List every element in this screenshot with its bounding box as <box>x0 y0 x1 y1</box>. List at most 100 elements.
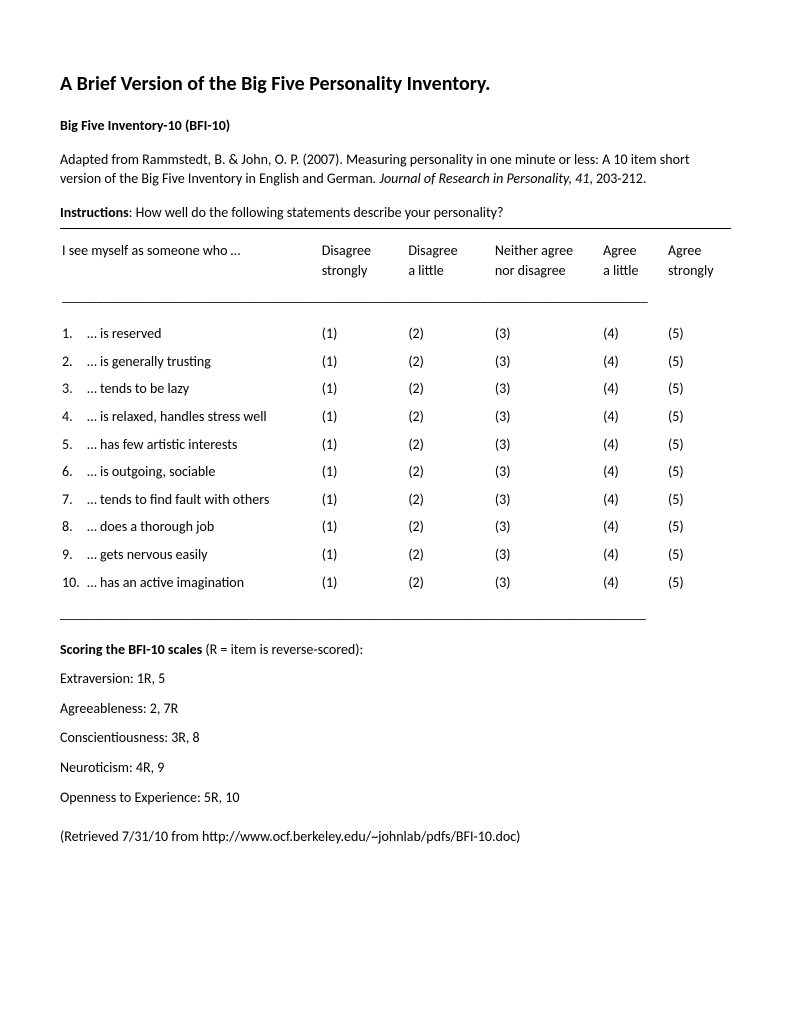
option-cell: (4) <box>601 403 666 431</box>
item-stem: 5. … has few artistic interests <box>60 431 320 459</box>
option-cell: (2) <box>406 375 493 403</box>
scoring-heading-rest: (R = item is reverse-scored): <box>202 641 363 658</box>
option-cell: (4) <box>601 348 666 376</box>
col-header-5: Agreestrongly <box>666 237 731 282</box>
option-cell: (5) <box>666 458 731 486</box>
divider-top <box>60 228 731 229</box>
option-cell: (1) <box>320 348 407 376</box>
item-stem: 7. … tends to find fault with others <box>60 486 320 514</box>
option-cell: (4) <box>601 458 666 486</box>
item-row: 6. … is outgoing, sociable(1)(2)(3)(4)(5… <box>60 458 731 486</box>
scoring-line: Extraversion: 1R, 5 <box>60 669 731 689</box>
option-cell: (2) <box>406 513 493 541</box>
option-cell: (3) <box>493 320 601 348</box>
option-cell: (2) <box>406 348 493 376</box>
option-cell: (3) <box>493 348 601 376</box>
option-cell: (5) <box>666 513 731 541</box>
option-cell: (5) <box>666 541 731 569</box>
option-cell: (2) <box>406 486 493 514</box>
scoring-section: Scoring the BFI-10 scales (R = item is r… <box>60 640 731 808</box>
option-cell: (2) <box>406 569 493 597</box>
option-cell: (2) <box>406 320 493 348</box>
option-cell: (5) <box>666 375 731 403</box>
item-stem: 10. … has an active imagination <box>60 569 320 597</box>
item-row: 9. … gets nervous easily(1)(2)(3)(4)(5) <box>60 541 731 569</box>
retrieved-note: (Retrieved 7/31/10 from http://www.ocf.b… <box>60 827 731 847</box>
option-cell: (4) <box>601 541 666 569</box>
item-row: 1. … is reserved(1)(2)(3)(4)(5) <box>60 320 731 348</box>
option-cell: (4) <box>601 320 666 348</box>
option-cell: (3) <box>493 458 601 486</box>
option-cell: (2) <box>406 541 493 569</box>
option-cell: (1) <box>320 431 407 459</box>
option-cell: (4) <box>601 431 666 459</box>
instructions-label: Instructions <box>60 204 129 221</box>
item-row: 8. … does a thorough job(1)(2)(3)(4)(5) <box>60 513 731 541</box>
option-cell: (3) <box>493 513 601 541</box>
item-stem: 6. … is outgoing, sociable <box>60 458 320 486</box>
citation-text-2: , 203-212. <box>589 170 646 187</box>
subtitle: Big Five Inventory-10 (BFI-10) <box>60 116 731 136</box>
option-cell: (4) <box>601 569 666 597</box>
option-cell: (3) <box>493 569 601 597</box>
inventory-table: I see myself as someone who … Disagreest… <box>60 237 731 596</box>
item-row: 5. … has few artistic interests(1)(2)(3)… <box>60 431 731 459</box>
header-row: I see myself as someone who … Disagreest… <box>60 237 731 282</box>
option-cell: (1) <box>320 541 407 569</box>
header-underline: ________________________________________… <box>60 283 731 321</box>
scoring-line: Openness to Experience: 5R, 10 <box>60 788 731 808</box>
col-header-1: Disagreestrongly <box>320 237 407 282</box>
option-cell: (1) <box>320 375 407 403</box>
option-cell: (5) <box>666 569 731 597</box>
item-row: 3. … tends to be lazy(1)(2)(3)(4)(5) <box>60 375 731 403</box>
option-cell: (1) <box>320 513 407 541</box>
option-cell: (5) <box>666 348 731 376</box>
instructions: Instructions: How well do the following … <box>60 203 731 223</box>
col-header-3: Neither agreenor disagree <box>493 237 601 282</box>
item-row: 2. … is generally trusting(1)(2)(3)(4)(5… <box>60 348 731 376</box>
option-cell: (2) <box>406 431 493 459</box>
option-cell: (1) <box>320 486 407 514</box>
item-row: 4. … is relaxed, handles stress well(1)(… <box>60 403 731 431</box>
citation: Adapted from Rammstedt, B. & John, O. P.… <box>60 150 731 189</box>
option-cell: (1) <box>320 458 407 486</box>
option-cell: (2) <box>406 403 493 431</box>
option-cell: (1) <box>320 320 407 348</box>
item-stem: 8. … does a thorough job <box>60 513 320 541</box>
option-cell: (3) <box>493 431 601 459</box>
option-cell: (4) <box>601 513 666 541</box>
item-stem: 9. … gets nervous easily <box>60 541 320 569</box>
option-cell: (3) <box>493 486 601 514</box>
item-stem: 4. … is relaxed, handles stress well <box>60 403 320 431</box>
col-header-2: Disagreea little <box>406 237 493 282</box>
col-header-4: Agreea little <box>601 237 666 282</box>
items-body: 1. … is reserved(1)(2)(3)(4)(5)2. … is g… <box>60 320 731 596</box>
option-cell: (1) <box>320 569 407 597</box>
table-bottom-underline: ________________________________________… <box>60 596 731 634</box>
option-cell: (3) <box>493 375 601 403</box>
scoring-line: Conscientiousness: 3R, 8 <box>60 728 731 748</box>
option-cell: (5) <box>666 320 731 348</box>
instructions-text: : How well do the following statements d… <box>129 204 504 221</box>
item-stem: 2. … is generally trusting <box>60 348 320 376</box>
stem-header: I see myself as someone who … <box>60 237 320 282</box>
option-cell: (5) <box>666 431 731 459</box>
citation-italic: . Journal of Research in Personality, 41 <box>373 170 590 187</box>
option-cell: (5) <box>666 403 731 431</box>
item-stem: 1. … is reserved <box>60 320 320 348</box>
option-cell: (4) <box>601 486 666 514</box>
item-row: 10. … has an active imagination(1)(2)(3)… <box>60 569 731 597</box>
page-title: A Brief Version of the Big Five Personal… <box>60 70 731 98</box>
option-cell: (3) <box>493 403 601 431</box>
scoring-heading-bold: Scoring the BFI-10 scales <box>60 641 202 658</box>
scoring-line: Neuroticism: 4R, 9 <box>60 758 731 778</box>
option-cell: (2) <box>406 458 493 486</box>
option-cell: (5) <box>666 486 731 514</box>
scoring-line: Agreeableness: 2, 7R <box>60 699 731 719</box>
scoring-heading: Scoring the BFI-10 scales (R = item is r… <box>60 640 731 660</box>
option-cell: (4) <box>601 375 666 403</box>
item-stem: 3. … tends to be lazy <box>60 375 320 403</box>
option-cell: (1) <box>320 403 407 431</box>
option-cell: (3) <box>493 541 601 569</box>
item-row: 7. … tends to find fault with others(1)(… <box>60 486 731 514</box>
